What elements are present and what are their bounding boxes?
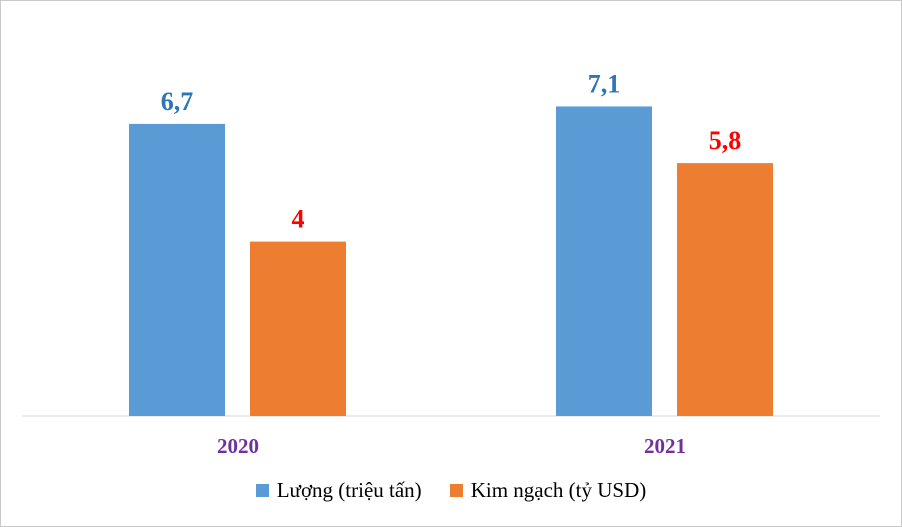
bar-2020-series-2 [250,241,346,416]
category-label-2020: 2020 [217,434,259,458]
legend-swatch [255,484,269,497]
bars-layer [129,106,773,416]
legend-swatch [449,484,463,497]
bar-2021-series-2 [677,163,773,416]
legend-item-series-2: Kim ngạch (tỷ USD) [449,478,647,503]
data-label-2020-series-1: 6,7 [161,87,194,116]
data-label-2021-series-2: 5,8 [709,126,742,155]
bar-2020-series-1 [129,123,225,416]
data-label-2021-series-1: 7,1 [588,69,621,98]
labels-layer: 6,7 4 2020 7,1 5,8 2021 [161,69,742,458]
category-label-2021: 2021 [644,434,686,458]
legend-label: Kim ngạch (tỷ USD) [470,478,647,502]
bar-2021-series-1 [556,106,652,416]
legend-label: Lượng (triệu tấn) [276,478,422,502]
legend: Lượng (triệu tấn) Kim ngạch (tỷ USD) [0,478,902,503]
data-label-2020-series-2: 4 [292,205,305,234]
legend-item-series-1: Lượng (triệu tấn) [255,478,422,503]
